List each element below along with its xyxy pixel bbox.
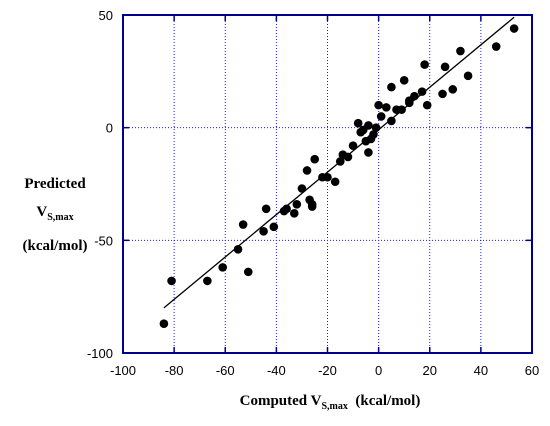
data-point [438, 89, 447, 99]
y-tick-label: -50 [94, 233, 113, 248]
data-point [405, 98, 414, 108]
data-point [374, 100, 383, 110]
data-point [343, 152, 353, 162]
x-tick-label: 20 [423, 363, 437, 378]
data-point [387, 116, 396, 126]
data-point [261, 204, 271, 214]
data-point [203, 276, 212, 286]
data-point [292, 199, 302, 209]
data-point [238, 220, 248, 229]
data-point [335, 157, 345, 166]
data-point [422, 100, 432, 110]
data-point [399, 76, 409, 85]
data-point [440, 62, 450, 72]
data-point [167, 276, 176, 286]
y-axis-label-line1: Predicted [24, 176, 86, 192]
data-point [310, 154, 320, 164]
y-axis-label-line2: VS,max [4, 198, 106, 232]
data-point [348, 141, 358, 150]
y-tick-label: -100 [87, 346, 113, 361]
y-axis-label: Predicted VS,max (kcal/mol) [4, 170, 106, 260]
data-point [364, 121, 373, 130]
data-point [410, 91, 419, 101]
data-point [259, 227, 268, 236]
data-point [376, 112, 386, 121]
x-tick-label: -20 [318, 363, 337, 378]
data-point [330, 177, 340, 187]
data-point [233, 245, 243, 254]
grid-lines [123, 15, 532, 353]
data-point [282, 204, 291, 214]
x-tick-label: -80 [165, 363, 184, 378]
x-axis-label: Computed VS,max (kcal/mol) [150, 393, 510, 412]
data-point [364, 148, 373, 157]
x-tick-label: -60 [216, 363, 235, 378]
data-point [420, 60, 429, 69]
y-axis-label-unit: (kcal/mol) [22, 238, 88, 254]
data-point [448, 85, 458, 94]
y-tick-labels: -100 -50 0 50 [87, 8, 113, 361]
data-point [369, 130, 378, 139]
data-point [323, 172, 332, 182]
data-points [159, 24, 519, 329]
y-axis-label-subscript: S,max [47, 212, 74, 223]
x-tick-label: 60 [525, 363, 539, 378]
x-tick-labels: -100 -80 -60 -40 -20 0 20 40 60 [110, 363, 539, 378]
data-point [371, 123, 381, 132]
data-point [456, 46, 465, 56]
y-tick-label: 50 [99, 8, 113, 23]
data-point [397, 105, 406, 114]
data-point [491, 42, 501, 51]
data-point [269, 222, 279, 232]
data-point [387, 82, 396, 92]
data-point [243, 267, 253, 277]
data-point [381, 103, 391, 112]
x-axis-label-subscript: S,max [321, 401, 348, 412]
x-axis-label-unit: (kcal/mol) [355, 393, 421, 409]
data-point [297, 184, 307, 193]
x-tick-label: 0 [375, 363, 382, 378]
data-point [509, 24, 519, 33]
data-point [307, 199, 317, 209]
data-point [353, 118, 363, 128]
data-point [159, 319, 169, 329]
x-tick-label: -40 [267, 363, 286, 378]
axis-ticks [122, 14, 533, 354]
data-point [417, 87, 427, 96]
data-point [218, 263, 227, 272]
x-tick-label: -100 [110, 363, 136, 378]
data-point [302, 166, 312, 175]
x-axis-label-main: Computed V [239, 393, 322, 409]
data-point [463, 71, 473, 81]
x-tick-label: 40 [474, 363, 488, 378]
y-axis-label-symbol: V [36, 204, 48, 220]
y-tick-label: 0 [106, 121, 113, 136]
data-point [289, 208, 299, 218]
